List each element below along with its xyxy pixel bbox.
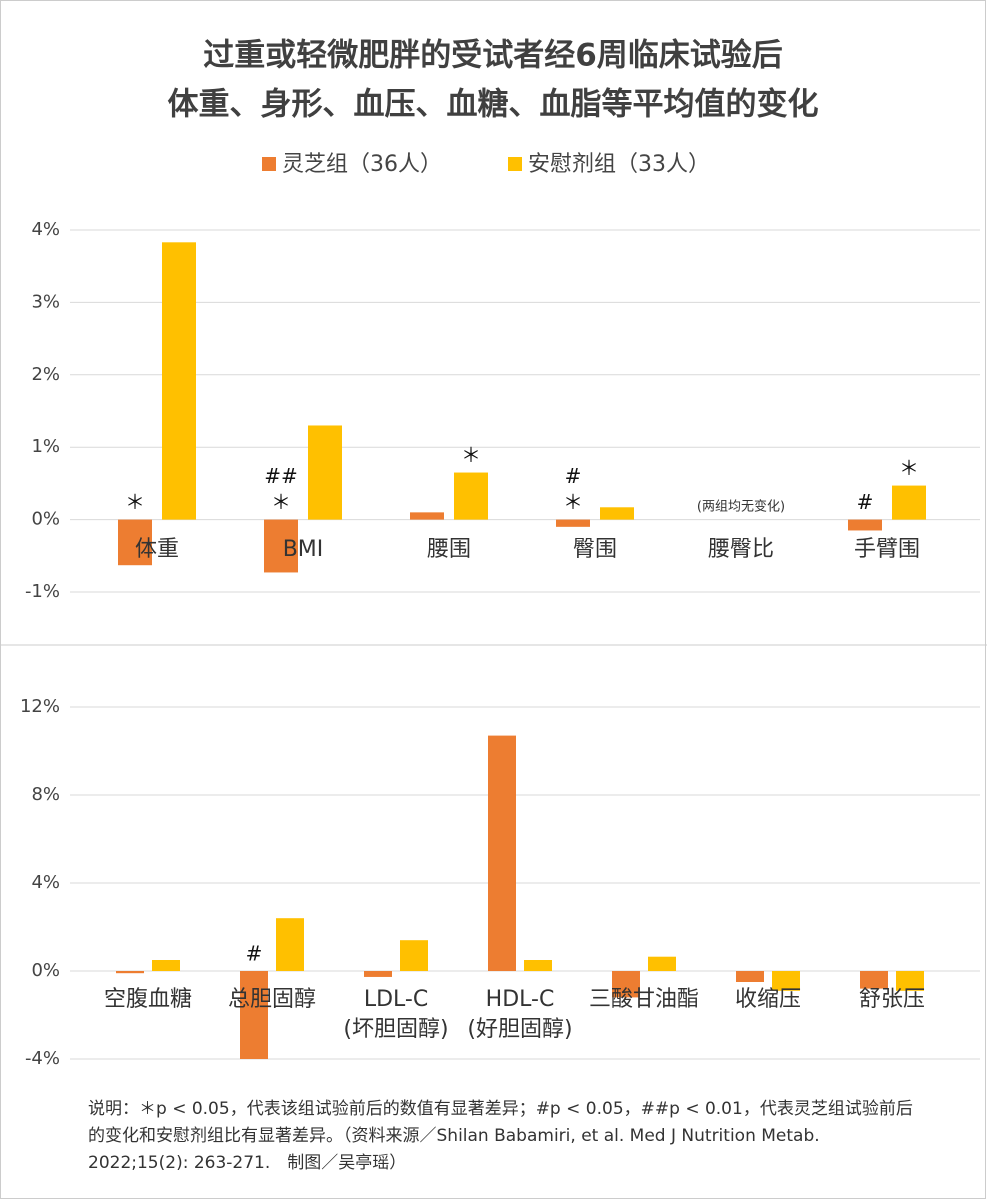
y-tick-label: 1% [31,436,60,457]
bar [736,971,764,982]
bar [410,512,444,520]
y-tick-label: 12% [20,696,60,717]
y-tick-label: 4% [31,219,60,240]
y-tick-label: 2% [31,364,60,385]
bar [118,519,152,566]
bar [454,472,488,520]
y-tick-label: -4% [25,1048,60,1069]
bar [648,956,676,971]
bar [524,960,552,971]
x-tick-label: LDL-C [364,987,428,1012]
x-tick-label: 总胆固醇 [228,987,316,1012]
x-tick-sublabel: (好胆固醇) [467,1017,572,1042]
bar [896,971,924,991]
x-tick-sublabel: (坏胆固醇) [343,1017,448,1042]
x-tick-label: 三酸甘油酯 [589,987,699,1012]
x-tick-label: 体重 [135,537,179,562]
bar [892,485,926,520]
y-tick-label: 8% [31,784,60,805]
legend-swatch [508,157,522,171]
x-tick-label: BMI [283,537,324,562]
significance-mark: ＊ [125,490,145,514]
bar [772,971,800,991]
y-tick-label: 3% [31,291,60,312]
bar [276,918,304,971]
bar [556,519,590,527]
y-tick-label: 0% [31,509,60,530]
significance-mark: # [857,490,874,514]
bar [860,971,888,989]
x-tick-label: 空腹血糖 [104,987,192,1012]
bar [488,735,516,971]
bar [162,242,196,520]
x-tick-label: 手臂围 [854,537,920,562]
legend-label: 安慰剂组（33人） [528,152,710,177]
x-tick-label: 臀围 [573,537,617,562]
significance-mark: ## [264,464,298,488]
x-tick-label: HDL-C [486,987,555,1012]
legend-label: 灵芝组（36人） [282,152,442,177]
legend-swatch [262,157,276,171]
bar [264,519,298,573]
category-note: (两组均无变化) [697,499,785,515]
x-tick-label: 收缩压 [735,987,801,1012]
bar [240,971,268,1059]
significance-mark: ＊ [461,443,481,467]
footnote: 说明：＊p < 0.05，代表该组试验前后的数值有显著差异；#p < 0.05，… [88,1099,913,1173]
bar [848,519,882,531]
bar [308,425,342,520]
x-tick-label: 腰围 [427,537,471,562]
significance-mark: ＊ [899,456,919,480]
chart-title: 过重或轻微肥胖的受试者经6周临床试验后 [203,38,783,74]
bar [364,971,392,977]
y-tick-label: 0% [31,960,60,981]
chart-title: 体重、身形、血压、血糖、血脂等平均值的变化 [168,87,819,123]
significance-mark: ＊ [563,490,583,514]
significance-mark: # [565,464,582,488]
y-tick-label: 4% [31,872,60,893]
bar [116,971,144,974]
significance-mark: # [246,942,263,966]
x-tick-label: 腰臀比 [708,537,774,562]
bar [400,940,428,971]
bar [152,960,180,971]
bar [600,507,634,520]
bar [612,971,640,998]
significance-mark: ＊ [271,490,291,514]
x-tick-label: 舒张压 [859,987,925,1012]
y-tick-label: -1% [25,581,60,602]
